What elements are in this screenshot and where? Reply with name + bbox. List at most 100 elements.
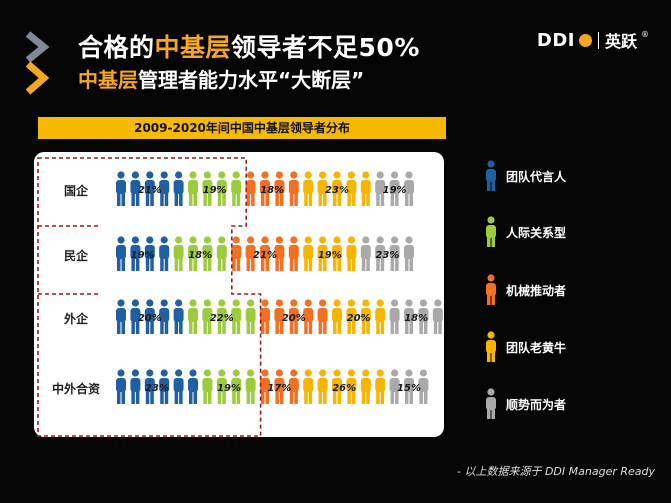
subtitle-highlight: 中基层 [78, 68, 138, 92]
person-icon [173, 299, 184, 334]
legend-label: 机械推动者 [506, 283, 567, 298]
person-icon [260, 299, 270, 334]
legend-item: 团队代言人 [484, 160, 566, 192]
row-label: 中外合资 [51, 382, 100, 396]
title-suffix: 领导者不足50% [231, 33, 420, 62]
title-prefix: 合格的 [78, 33, 155, 62]
logo-dot-icon [578, 33, 592, 47]
percent-label: 22% [210, 313, 234, 324]
person-icon [245, 369, 256, 404]
person-icon [389, 171, 400, 206]
percent-label: 17% [267, 383, 291, 394]
person-icon [274, 236, 285, 271]
logo-registered-mark: ® [641, 29, 649, 39]
percent-label: 19% [318, 250, 342, 261]
person-icon [216, 299, 227, 334]
person-icon [303, 171, 314, 206]
person-icon [188, 369, 198, 404]
person-icon [418, 369, 429, 404]
title-highlight: 中基层 [154, 33, 232, 62]
person-icon [173, 369, 184, 404]
person-icon [188, 236, 198, 271]
person-icon [346, 369, 357, 404]
legend-label: 顺势而为者 [506, 397, 567, 412]
percent-label: 26% [332, 383, 356, 394]
legend-item: 人际关系型 [484, 216, 566, 248]
person-icon [231, 236, 242, 271]
source-footnote: - 以上数据来源于 DDI Manager Ready [457, 465, 655, 478]
percent-label: 23% [145, 383, 169, 394]
person-icon [375, 369, 386, 404]
legend-person-icon [486, 331, 496, 362]
person-icon [418, 299, 429, 334]
person-icon [375, 171, 386, 206]
person-icon [317, 171, 328, 206]
person-icon [144, 369, 155, 404]
legend-person-icon [486, 388, 496, 419]
person-icon [159, 299, 170, 334]
person-icon [245, 171, 256, 206]
person-icon [202, 369, 213, 404]
person-icon [360, 369, 371, 404]
percent-label: 20% [347, 313, 371, 324]
percent-label: 23% [325, 185, 349, 196]
person-icon [159, 171, 170, 206]
row-label: 外企 [63, 312, 88, 326]
percent-label: 19% [203, 185, 227, 196]
percent-label: 18% [404, 313, 428, 324]
person-icon [375, 299, 386, 334]
person-icon [130, 236, 141, 271]
person-icon [274, 369, 285, 404]
person-icon [116, 236, 126, 271]
person-icon [274, 299, 285, 334]
legend-label: 团队代言人 [506, 169, 567, 184]
person-icon [360, 299, 371, 334]
person-icon [116, 171, 126, 206]
person-icon [288, 236, 299, 271]
person-icon [317, 369, 328, 404]
row-label: 国企 [63, 184, 88, 198]
logo-ddi-text: DDI [536, 29, 575, 51]
person-icon [231, 369, 242, 404]
logo-separator [597, 31, 599, 49]
legend-label: 人际关系型 [506, 225, 567, 240]
percent-label: 18% [188, 250, 212, 261]
legend-item: 团队老黄牛 [484, 331, 566, 363]
person-icon [116, 369, 126, 404]
chart-legend: 团队代言人人际关系型机械推动者团队老黄牛顺势而为者 [484, 0, 664, 420]
person-icon [159, 236, 170, 271]
person-icon [202, 299, 213, 334]
person-icon [389, 299, 400, 334]
person-icon [116, 299, 126, 334]
person-icon [130, 369, 141, 404]
person-icon [245, 236, 256, 271]
person-icon [288, 171, 299, 206]
person-icon [288, 299, 299, 334]
person-icon [216, 369, 227, 404]
person-icon [173, 171, 184, 206]
person-icon [260, 369, 270, 404]
person-icon [144, 236, 155, 271]
person-icon [303, 236, 314, 271]
person-icon [216, 236, 227, 271]
person-icon [245, 299, 256, 334]
person-icon [274, 171, 285, 206]
person-icon [216, 171, 227, 206]
person-icon [346, 236, 357, 271]
person-icon [130, 171, 141, 206]
person-icon [260, 236, 270, 271]
person-icon [317, 236, 328, 271]
page-subtitle: 中基层管理者能力水平“大断层” [78, 64, 364, 93]
person-icon [317, 299, 328, 334]
legend-item: 顺势而为者 [484, 388, 566, 420]
percent-label: 23% [375, 250, 399, 261]
person-icon [404, 299, 414, 334]
person-icon [231, 171, 242, 206]
percent-label: 19% [383, 185, 407, 196]
person-icon [202, 236, 213, 271]
person-icon [404, 369, 414, 404]
person-icon [432, 299, 443, 334]
legend-person-icon [486, 216, 496, 247]
chevron-arrows-icon [25, 31, 50, 95]
